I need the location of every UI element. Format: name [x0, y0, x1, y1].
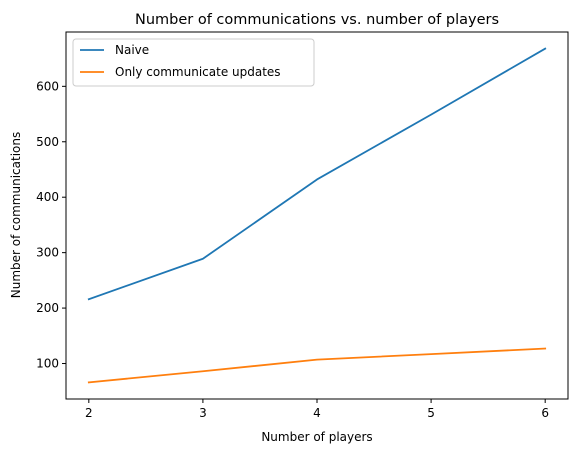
y-tick-label: 600	[36, 79, 59, 93]
x-tick-label: 5	[427, 406, 435, 420]
y-axis-label: Number of communications	[9, 132, 23, 298]
series-line-2	[87, 347, 547, 384]
x-tick-label: 2	[85, 406, 93, 420]
series-line-1	[87, 47, 547, 301]
y-tick-label: 100	[36, 357, 59, 371]
x-tick-label: 6	[541, 406, 549, 420]
legend-label: Naive	[115, 43, 149, 57]
legend: Naive Only communicate updates	[72, 38, 315, 87]
legend-label: Only communicate updates	[115, 65, 281, 79]
y-tick-label: 200	[36, 301, 59, 315]
x-axis-label: Number of players	[261, 430, 372, 444]
series-layer	[87, 47, 547, 384]
x-tick-label: 3	[199, 406, 207, 420]
y-axis: 100 200 300 400 500 600	[36, 79, 66, 371]
y-tick-label: 500	[36, 135, 59, 149]
y-tick-label: 400	[36, 190, 59, 204]
legend-frame	[72, 38, 315, 87]
x-axis: 2 3 4 5 6	[85, 399, 549, 420]
x-tick-label: 4	[313, 406, 321, 420]
y-tick-label: 300	[36, 246, 59, 260]
chart-title: Number of communications vs. number of p…	[135, 12, 499, 28]
plot-frame	[65, 31, 569, 400]
